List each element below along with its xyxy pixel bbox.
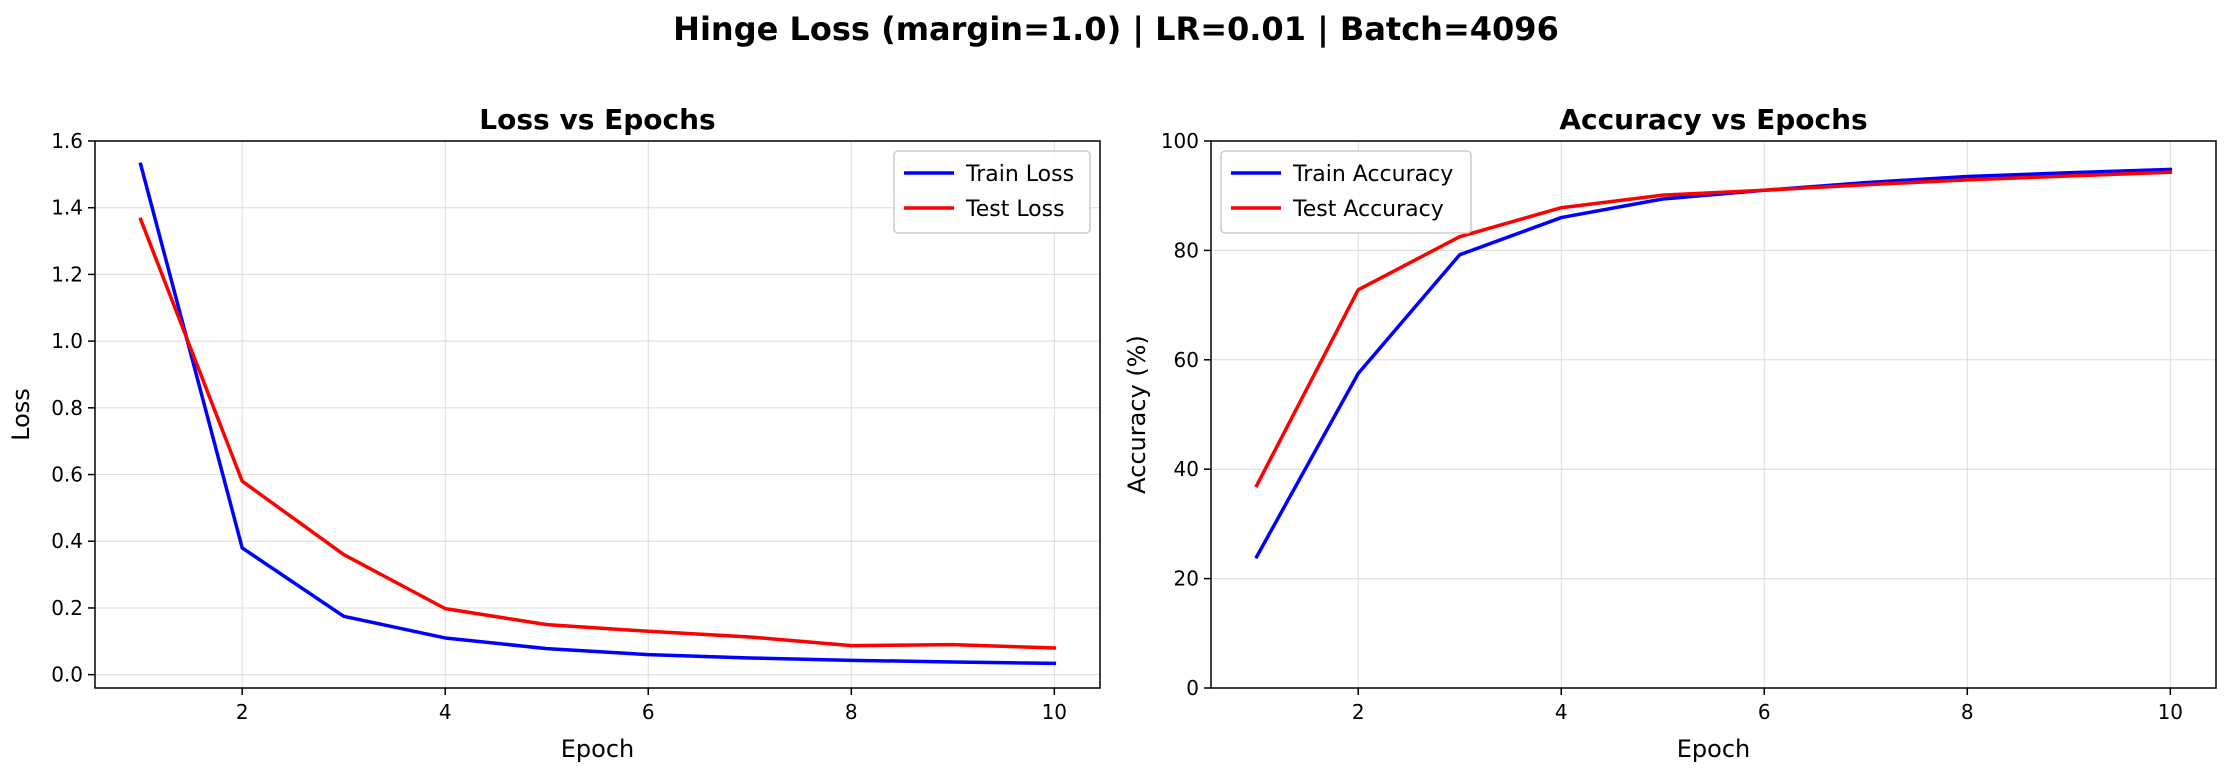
loss-chart: 2 4 6 8 10 0.0 0.2 0.4 0.6 0.8 1.0 1.2 1.4 1.6 Loss vs… (7, 103, 1101, 763)
legend: Train Accuracy Test Accuracy (1220, 150, 1472, 234)
x-tick-label: 2 (236, 700, 249, 724)
legend-label: Test Loss (965, 197, 1065, 222)
series-line-train-accuracy (1254, 167, 2173, 560)
chart-title: Loss vs Epochs (479, 103, 715, 136)
x-tick-label: 8 (845, 700, 858, 724)
chart-title: Accuracy vs Epochs (1559, 103, 1867, 136)
series-line-test-accuracy (1254, 170, 2173, 488)
y-tick-label: 100 (1161, 129, 1199, 153)
y-tick-label: 0.6 (51, 463, 83, 487)
x-tick-label: 4 (439, 700, 452, 724)
y-tick-label: 0.8 (51, 396, 83, 420)
y-tick-label: 1.0 (51, 329, 83, 353)
y-tick-label: 60 (1174, 348, 1199, 372)
x-tick-label: 10 (1042, 700, 1067, 724)
axes-frame (1210, 140, 2217, 689)
x-axis-label: Epoch (1677, 735, 1751, 763)
axes-frame (94, 140, 1101, 689)
series-line-train-loss (138, 162, 1057, 666)
x-tick-label: 6 (642, 700, 655, 724)
y-tick-label: 1.4 (51, 196, 83, 220)
y-axis-label: Loss (7, 388, 35, 441)
legend-box (1220, 150, 1472, 234)
series-line-test-loss (138, 217, 1057, 650)
y-tick-label: 1.6 (51, 129, 83, 153)
legend: Train Loss Test Loss (893, 150, 1091, 234)
y-axis-label: Accuracy (%) (1123, 335, 1151, 494)
x-tick-label: 6 (1758, 700, 1771, 724)
legend-label: Train Loss (965, 162, 1074, 187)
x-tick-label: 10 (2158, 700, 2183, 724)
y-tick-label: 1.2 (51, 262, 83, 286)
x-tick-label: 2 (1352, 700, 1365, 724)
y-tick-label: 80 (1174, 238, 1199, 262)
y-tick-label: 0.2 (51, 596, 83, 620)
figure-title: Hinge Loss (margin=1.0) | LR=0.01 | Batc… (673, 10, 1559, 49)
y-tick-label: 0.0 (51, 663, 83, 687)
x-tick-label: 8 (1961, 700, 1974, 724)
legend-label: Train Accuracy (1292, 162, 1453, 187)
y-tick-label: 20 (1174, 567, 1199, 591)
y-tick-label: 40 (1174, 457, 1199, 481)
x-axis-label: Epoch (561, 735, 635, 763)
y-tick-label: 0 (1186, 676, 1199, 700)
x-tick-label: 4 (1555, 700, 1568, 724)
legend-label: Test Accuracy (1292, 197, 1444, 222)
y-tick-label: 0.4 (51, 529, 83, 553)
